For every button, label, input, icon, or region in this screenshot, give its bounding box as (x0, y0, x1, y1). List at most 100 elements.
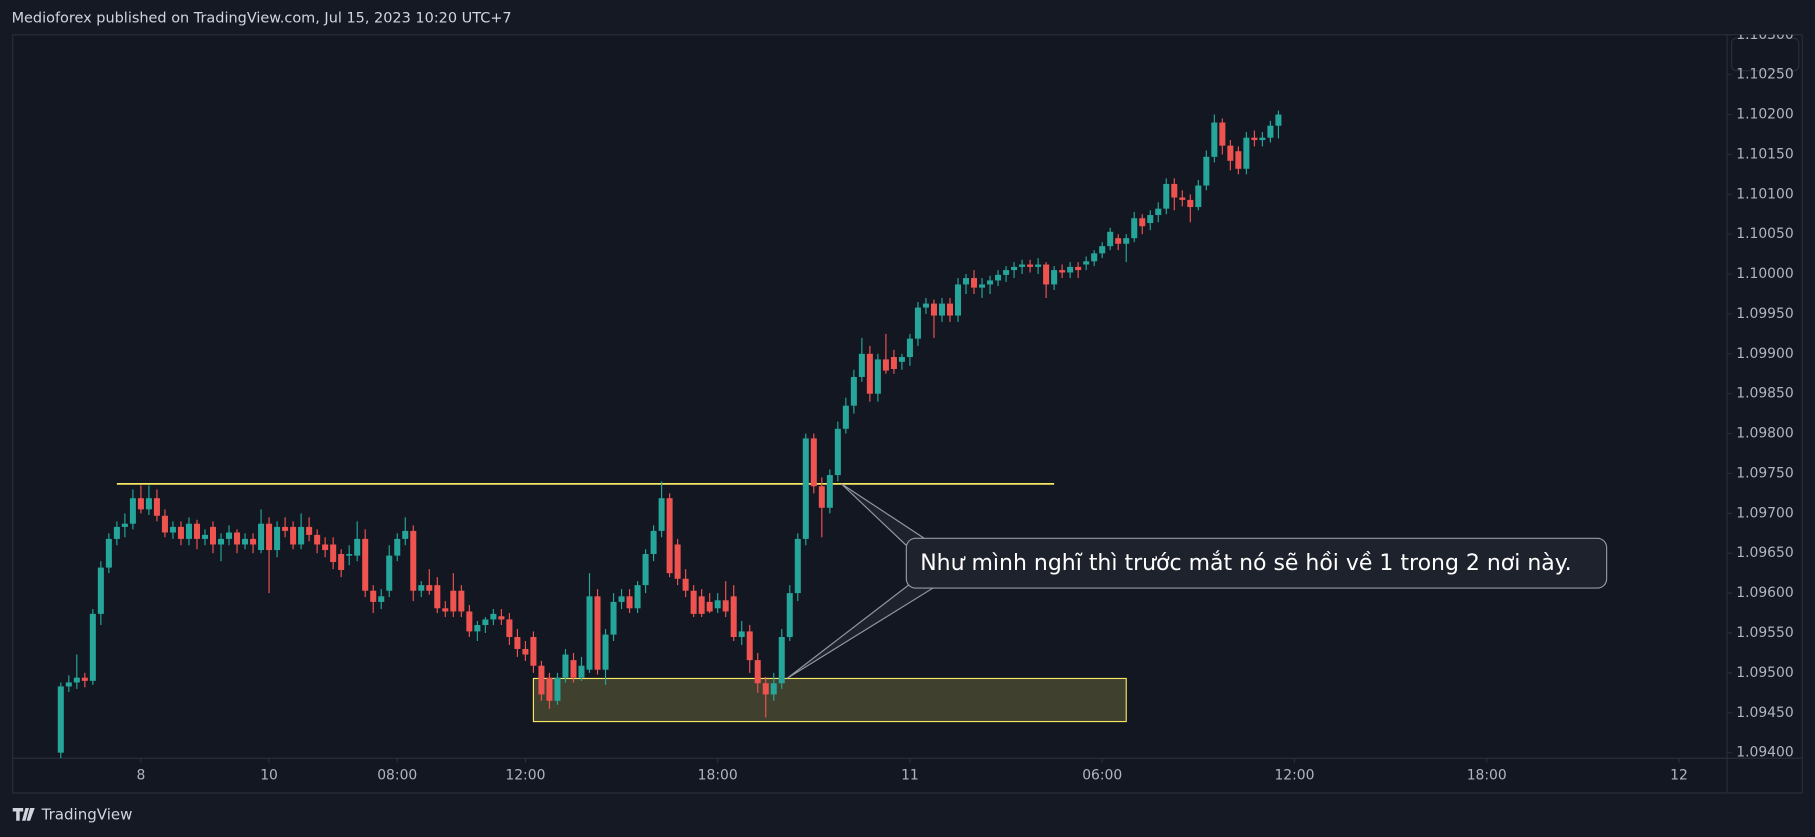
candle-body (1227, 145, 1234, 161)
candle-body (538, 665, 545, 695)
candle-body (778, 636, 785, 684)
candle-body (1163, 183, 1170, 209)
candle-body (522, 648, 529, 655)
y-tick-label: 1.09950 (1736, 306, 1793, 322)
candle-body (234, 532, 241, 545)
candle-body (1203, 156, 1210, 186)
x-tick-label: 11 (901, 768, 919, 784)
candle-body (201, 534, 208, 539)
candle-body (426, 585, 433, 591)
candle-body (354, 538, 361, 556)
x-tick-label: 06:00 (1082, 768, 1122, 784)
candle-body (1243, 137, 1250, 169)
candle-body (57, 686, 64, 753)
candle-body (169, 526, 176, 533)
candle-body (177, 526, 184, 539)
candle-body (850, 376, 857, 406)
candle-body (498, 616, 505, 620)
candle-body (1147, 215, 1154, 224)
candle-body (1195, 185, 1202, 208)
candle-body (730, 596, 737, 637)
chart-frame (12, 34, 1803, 794)
candle-body (962, 278, 970, 285)
y-tick-label: 1.09850 (1736, 386, 1793, 402)
candle-body (642, 554, 649, 586)
candle-body (490, 613, 497, 620)
x-tick-label: 18:00 (698, 768, 738, 784)
candle-body (826, 475, 833, 508)
y-tick-label: 1.09500 (1736, 665, 1793, 681)
candle-body (1099, 246, 1106, 254)
candle-body (1043, 264, 1050, 285)
candle-body (514, 636, 521, 649)
x-tick-label: 08:00 (377, 768, 417, 784)
candle-body (866, 353, 873, 394)
candle-body (746, 631, 753, 661)
candle-body (81, 677, 88, 681)
candle-body (754, 660, 761, 684)
candle-body (474, 625, 481, 632)
candle-body (530, 636, 537, 666)
candle-body (1171, 183, 1178, 198)
candle-body (298, 526, 305, 545)
y-tick-label: 1.09750 (1736, 465, 1793, 481)
candle-body (674, 544, 681, 579)
candle-body (610, 601, 617, 635)
candle-body (1259, 137, 1266, 141)
candle-body (714, 600, 721, 609)
candle-body (898, 357, 905, 362)
candle-body (1011, 266, 1018, 271)
candle-body (554, 677, 561, 701)
candle-body (306, 526, 313, 535)
candle-body (842, 405, 849, 429)
candle-body (1235, 151, 1242, 169)
candle-body (1131, 218, 1138, 239)
header-text: Medioforex published on TradingView.com,… (12, 11, 512, 27)
candle-body (506, 619, 513, 637)
candle-body (938, 303, 945, 316)
candle-body (1115, 238, 1122, 244)
candle-body (346, 554, 353, 556)
candle-body (89, 613, 96, 681)
candle-body (930, 303, 937, 316)
candle-body (1139, 218, 1146, 227)
candle-body (338, 554, 345, 570)
y-tick-label: 1.09450 (1736, 705, 1793, 721)
candle-body (922, 303, 929, 308)
candle-body (290, 526, 297, 545)
candle-body (1211, 122, 1218, 157)
candle-body (65, 682, 72, 687)
candle-body (650, 530, 657, 555)
candle-body (570, 660, 577, 678)
y-tick-label: 1.10300 (1736, 27, 1793, 43)
candle-body (209, 526, 217, 545)
candle-body (97, 567, 104, 614)
candle-body (193, 523, 200, 539)
x-tick-label: 12:00 (505, 768, 545, 784)
candle-body (434, 585, 441, 609)
candle-body (466, 611, 473, 632)
candle-body (626, 596, 633, 609)
candle-body (1003, 270, 1010, 275)
y-tick-label: 1.10050 (1736, 226, 1793, 242)
candle-body (794, 538, 801, 594)
candle-body (274, 526, 281, 551)
y-tick-label: 1.10250 (1736, 67, 1793, 83)
candle-body (218, 538, 225, 545)
candle-body (362, 538, 369, 591)
candle-body (946, 303, 953, 316)
x-tick-label: 12 (1670, 768, 1688, 784)
candle-body (1267, 125, 1274, 138)
candle-body (1123, 238, 1130, 244)
y-tick-label: 1.09700 (1736, 505, 1793, 521)
candle-body (450, 590, 457, 612)
candle-body (322, 544, 329, 551)
candle-body (137, 498, 144, 510)
candle-body (458, 590, 465, 612)
candle-body (890, 357, 897, 369)
candle-body (482, 619, 489, 626)
y-tick-label: 1.10200 (1736, 107, 1793, 123)
y-tick-label: 1.09550 (1736, 625, 1793, 641)
y-tick-label: 1.10100 (1736, 186, 1793, 202)
